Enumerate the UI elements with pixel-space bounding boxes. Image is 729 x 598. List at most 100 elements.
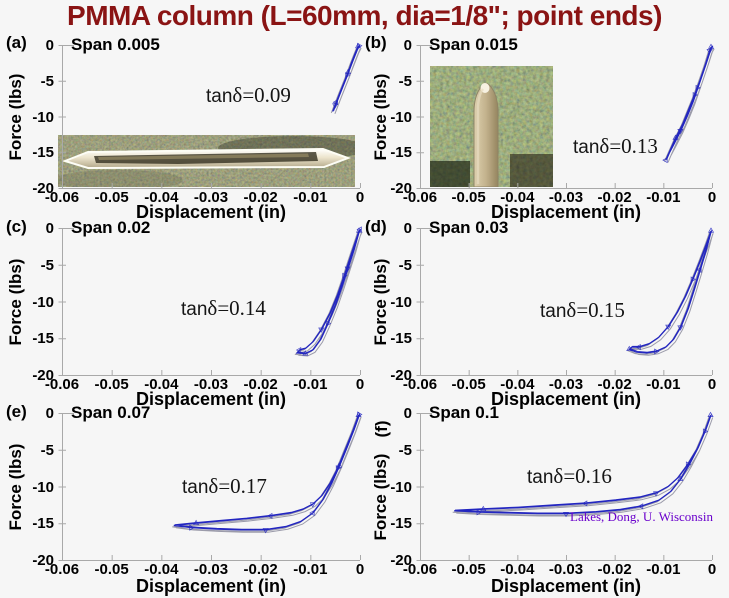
specimen-photo-rod-tip — [430, 66, 553, 187]
y-tick-label: -5 — [398, 72, 412, 90]
x-tick-label: -0.03 — [548, 189, 584, 206]
tan-value: δ=0.17 — [208, 474, 267, 498]
y-tick-label: -20 — [390, 180, 412, 197]
panel-letter-b: (b) — [365, 33, 387, 52]
tan-value: δ=0.15 — [566, 298, 625, 322]
x-tick-label: -0.01 — [293, 561, 328, 578]
x-tick-label: -0.03 — [193, 189, 229, 206]
span-setting-label-d: Span 0.03 — [429, 218, 509, 237]
y-tick-label: 0 — [403, 37, 412, 54]
x-tick-label: -0.03 — [193, 376, 229, 393]
panel-letter-e: (e) — [6, 402, 27, 421]
y-tick-label: 0 — [45, 405, 54, 422]
plot-area-d — [416, 227, 715, 376]
span-setting-label-a: Span 0.005 — [71, 35, 160, 54]
panel-letter-c: (c) — [6, 217, 27, 236]
x-axis-label-c: Displacement (in) — [135, 389, 287, 409]
y-tick-label: -10 — [390, 478, 412, 496]
tan-value: δ=0.14 — [207, 296, 266, 320]
y-tick-label: -15 — [32, 330, 54, 348]
y-tick-label: -5 — [40, 72, 54, 90]
x-tick-label: -0.02 — [243, 189, 278, 206]
x-tick-label: -0.05 — [451, 189, 486, 206]
y-tick-label: -20 — [390, 367, 412, 384]
x-tick-label: -0.01 — [646, 189, 681, 206]
y-tick-label: -20 — [390, 552, 412, 569]
y-tick-label: -20 — [32, 180, 54, 197]
x-tick-label: -0.04 — [144, 189, 179, 206]
y-tick-label: -5 — [398, 256, 412, 274]
y-tick-label: -15 — [390, 515, 412, 533]
x-tick-label: -0.05 — [94, 376, 129, 393]
plot-area-a — [58, 42, 363, 189]
tan-prefix: tan — [573, 137, 600, 158]
y-tick-label: -15 — [32, 144, 54, 162]
y-tick-label: -15 — [390, 144, 412, 162]
x-tick-label: -0.02 — [597, 189, 632, 206]
x-tick-label: -0.06 — [44, 376, 80, 393]
x-tick-label: -0.04 — [500, 561, 535, 578]
plot-area-f — [416, 411, 714, 561]
credit-text: Lakes, Dong, U. Wisconsin — [570, 509, 713, 524]
tan-delta-annotation-b: tanδ=0.13 — [573, 134, 658, 159]
x-tick-label: -0.05 — [451, 376, 486, 393]
x-tick-label: -0.06 — [44, 561, 80, 578]
x-tick-label: -0.04 — [144, 561, 179, 578]
x-tick-label: -0.01 — [293, 376, 328, 393]
x-tick-label: -0.06 — [402, 376, 438, 393]
x-tick-label: -0.06 — [44, 189, 80, 206]
x-tick-label: -0.01 — [646, 561, 681, 578]
tan-prefix: tan — [182, 477, 209, 498]
x-tick-label: 0 — [707, 561, 717, 578]
x-tick-label: -0.06 — [402, 561, 438, 578]
y-tick-label: 0 — [45, 220, 54, 237]
x-tick-label: -0.05 — [94, 189, 129, 206]
x-tick-label: -0.03 — [548, 376, 584, 393]
span-setting-label-f: Span 0.1 — [429, 403, 499, 422]
x-axis-label-b: Displacement (in) — [490, 202, 642, 222]
tan-value: δ=0.16 — [553, 464, 612, 488]
tan-prefix: tan — [527, 467, 554, 488]
y-tick-label: 0 — [403, 220, 412, 237]
y-tick-label: -10 — [32, 293, 54, 311]
x-tick-label: -0.02 — [243, 376, 278, 393]
tan-delta-annotation-d: tanδ=0.15 — [540, 298, 625, 323]
panel-letter-a: (a) — [6, 33, 27, 52]
tan-value: δ=0.13 — [599, 134, 658, 158]
x-tick-label: -0.01 — [646, 376, 681, 393]
tan-value: δ=0.09 — [232, 83, 291, 107]
tan-delta-annotation-a: tanδ=0.09 — [206, 83, 291, 108]
x-tick-label: -0.02 — [597, 561, 632, 578]
x-tick-label: -0.02 — [243, 561, 278, 578]
x-tick-label: -0.02 — [597, 376, 632, 393]
y-tick-label: -15 — [390, 330, 412, 348]
tan-delta-annotation-f: tanδ=0.16 — [527, 464, 612, 489]
x-axis-label-a: Displacement (in) — [135, 202, 287, 222]
figure-title: PMMA column (L=60mm, dia=1/8"; point end… — [67, 0, 662, 31]
span-setting-label-c: Span 0.02 — [71, 218, 151, 237]
x-tick-label: -0.03 — [548, 561, 584, 578]
x-tick-label: -0.05 — [451, 561, 486, 578]
x-tick-label: 0 — [707, 189, 717, 206]
x-tick-label: 0 — [707, 376, 717, 393]
x-tick-label: -0.04 — [500, 189, 535, 206]
x-axis-label-e: Displacement (in) — [135, 576, 287, 596]
x-tick-label: 0 — [355, 189, 365, 206]
y-tick-label: 0 — [403, 405, 412, 422]
x-tick-label: -0.06 — [402, 189, 438, 206]
y-tick-label: -5 — [40, 256, 54, 274]
y-tick-label: 0 — [45, 37, 54, 54]
y-tick-label: -15 — [32, 515, 54, 533]
tan-delta-annotation-c: tanδ=0.14 — [181, 296, 266, 321]
tan-prefix: tan — [206, 86, 233, 107]
span-setting-label-b: Span 0.015 — [429, 35, 518, 54]
span-setting-label-e: Span 0.07 — [71, 403, 151, 422]
tan-prefix: tan — [540, 301, 567, 322]
panel-letter-d: (d) — [365, 217, 387, 236]
